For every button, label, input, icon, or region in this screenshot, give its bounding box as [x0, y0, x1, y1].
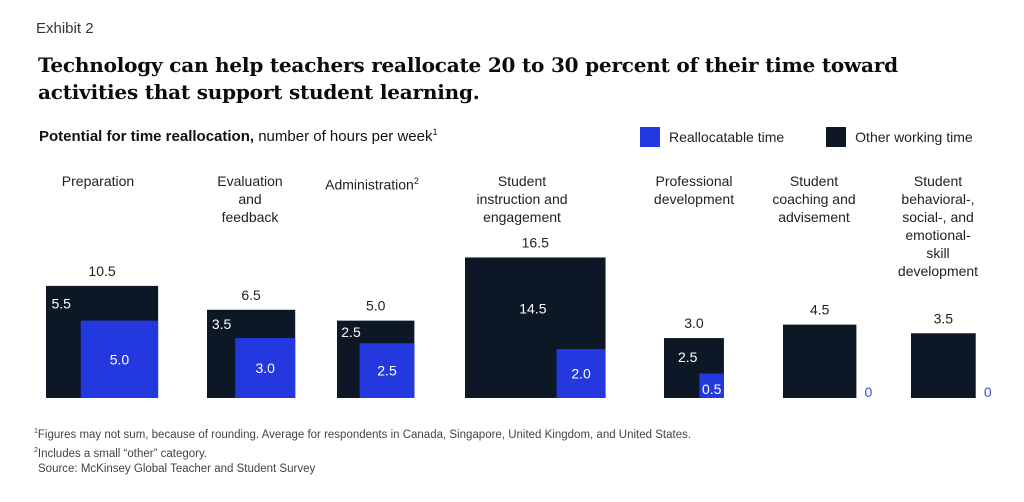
reallocatable-time-square [359, 343, 415, 398]
legend-swatch-other [826, 127, 847, 147]
total-value-label: 3.0 [684, 315, 704, 331]
reallocatable-value-label: 0.5 [702, 381, 722, 397]
category-label-line: behavioral-, [901, 191, 975, 207]
category-label: Professional development [654, 172, 734, 208]
footnote-2-mark: 2 [34, 446, 38, 454]
category-label-line: Student [913, 173, 963, 189]
other-value-label: 2.5 [678, 349, 698, 365]
other-value-label: 5.5 [51, 295, 71, 311]
category-label-line: feedback [221, 209, 279, 225]
legend: Reallocatable time Other working time [640, 127, 1015, 147]
reallocatable-value-label: 2.0 [571, 366, 591, 382]
footnote-1-mark: 1 [34, 428, 38, 435]
category-label-line: advisement [778, 209, 850, 225]
other-value-label: 14.5 [519, 301, 546, 317]
reallocatable-time-square [556, 349, 606, 398]
category-label-line: Administration2 [325, 176, 419, 193]
category-label-line: Evaluation [217, 173, 283, 189]
category-label-line: emotional-skill [905, 227, 971, 261]
chart-subtitle: Potential for time reallocation, number … [39, 127, 438, 145]
total-value-label: 10.5 [88, 263, 115, 279]
reallocatable-value-label: 3.0 [256, 360, 276, 376]
reallocatable-value-label: 0 [864, 384, 872, 400]
category-label: Student instruction and engagement [476, 172, 567, 226]
footnote-2: 2Includes a small “other” category. [34, 443, 691, 462]
footnotes: 1Figures may not sum, because of roundin… [34, 424, 691, 477]
other-time-square [783, 324, 857, 398]
other-value-label: 2.5 [341, 324, 361, 340]
footnote-1: 1Figures may not sum, because of roundin… [34, 424, 691, 443]
reallocatable-time-square [699, 373, 724, 398]
total-value-label: 16.5 [522, 234, 549, 250]
category-label-line: development [653, 191, 735, 207]
legend-label-other: Other working time [855, 129, 973, 145]
subtitle-footnote-mark: 1 [432, 127, 438, 137]
legend-item-other: Other working time [826, 127, 973, 147]
reallocatable-value-label: 0 [984, 384, 992, 400]
other-time-square [911, 333, 976, 398]
category-label-line: Preparation [61, 173, 135, 189]
total-value-label: 6.5 [241, 287, 261, 303]
total-value-label: 5.0 [366, 298, 386, 314]
reallocatable-time-square [80, 320, 159, 398]
footnote-1-text: Figures may not sum, because of rounding… [37, 428, 692, 441]
category-label: Student coaching and advisement [772, 172, 855, 226]
footnote-2-text: Includes a small “other” category. [37, 447, 208, 460]
category-label-footnote-mark: 2 [413, 176, 419, 186]
exhibit-label: Exhibit 2 [36, 20, 94, 37]
subtitle-rest: number of hours per week [254, 128, 433, 145]
category-label-line: instruction and [476, 191, 568, 207]
source-note: Source: McKinsey Global Teacher and Stud… [38, 462, 316, 475]
category-label-line: and [238, 191, 262, 207]
legend-swatch-reallocatable [640, 127, 660, 147]
category-label: Student behavioral-, social-, and emotional… [895, 172, 981, 280]
category-label: Preparation [62, 172, 134, 190]
legend-label-reallocatable: Reallocatable time [669, 129, 785, 145]
reallocatable-value-label: 2.5 [377, 363, 397, 379]
other-value-label: 3.5 [212, 316, 232, 332]
legend-item-reallocatable: Reallocatable time [640, 127, 784, 147]
category-label: Administration2 [325, 172, 419, 194]
subtitle-bold: Potential for time reallocation, [39, 128, 255, 145]
category-label-line: engagement [483, 209, 561, 225]
reallocatable-time-square [235, 338, 296, 398]
total-value-label: 3.5 [934, 310, 954, 326]
reallocatable-value-label: 5.0 [110, 351, 130, 367]
category-label-line: Student [789, 173, 839, 189]
category-label-line: Professional [655, 173, 733, 189]
category-label-line: social-, and [902, 209, 974, 225]
category-label-line: development [897, 263, 979, 279]
category-label: Evaluation and feedback [217, 172, 282, 226]
chart-title: Technology can help teachers reallocate … [38, 53, 898, 104]
category-label-line: Student [497, 173, 547, 189]
total-value-label: 4.5 [810, 302, 830, 318]
category-label-line: coaching and [772, 191, 856, 207]
